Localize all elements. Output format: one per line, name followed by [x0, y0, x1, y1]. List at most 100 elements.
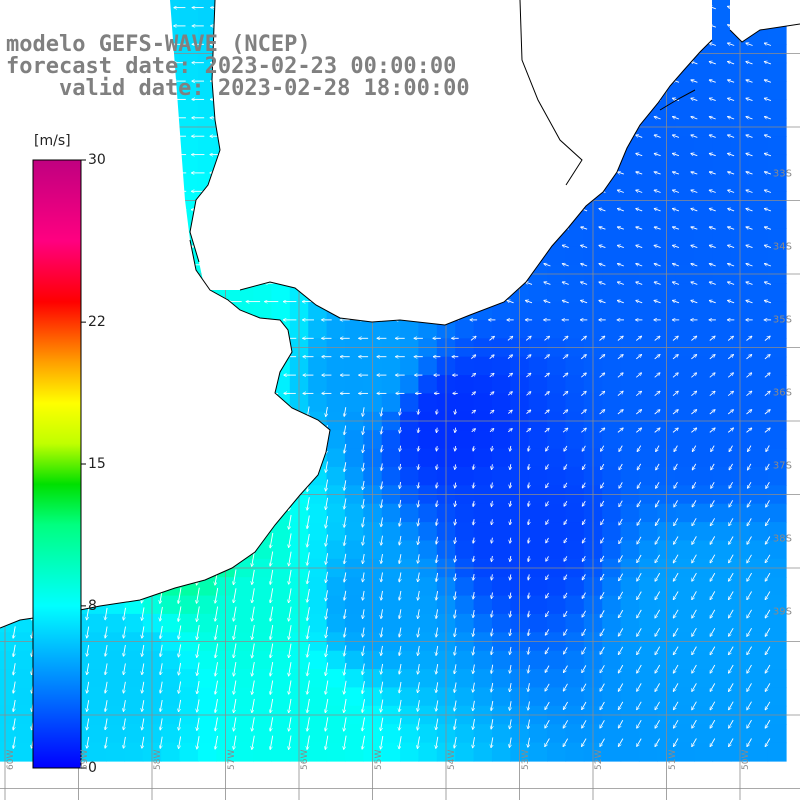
longitude-label: 54W — [447, 749, 457, 770]
wind-speed-cell — [400, 319, 420, 339]
wind-speed-cell — [400, 595, 420, 615]
wind-arrow — [746, 135, 753, 138]
wind-speed-cell — [712, 650, 732, 670]
wind-speed-cell — [271, 669, 291, 689]
wind-speed-cell — [712, 742, 732, 762]
wind-arrow — [544, 282, 551, 285]
wind-arrow — [728, 172, 735, 174]
wind-speed-cell — [381, 669, 401, 689]
wind-speed-cell — [749, 724, 769, 744]
wind-speed-cell — [491, 430, 511, 450]
wind-speed-cell — [547, 687, 567, 707]
wind-speed-cell — [308, 577, 328, 597]
wind-speed-cell — [694, 81, 714, 101]
wind-speed-cell — [124, 742, 144, 762]
wind-speed-cell — [179, 595, 199, 615]
wind-arrow — [672, 117, 680, 120]
wind-speed-cell — [675, 577, 695, 597]
wind-speed-cell — [620, 503, 640, 523]
wind-speed-cell — [381, 503, 401, 523]
colorbar-tick-label: 8 — [88, 597, 97, 614]
wind-speed-cell — [547, 522, 567, 542]
wind-speed-cell — [712, 356, 732, 376]
wind-speed-cell — [767, 375, 787, 395]
wind-speed-cell — [87, 650, 107, 670]
wind-speed-cell — [473, 540, 493, 560]
wind-speed-cell — [14, 650, 34, 670]
wind-speed-cell — [675, 466, 695, 486]
wind-arrow — [746, 172, 753, 175]
wind-speed-cell — [712, 430, 732, 450]
wind-speed-cell — [675, 301, 695, 321]
wind-arrow — [636, 153, 643, 155]
wind-speed-cell — [455, 466, 475, 486]
wind-arrow — [617, 190, 624, 193]
wind-speed-cell — [528, 319, 548, 339]
wind-arrow — [764, 135, 772, 138]
wind-arrow — [764, 62, 772, 65]
wind-speed-cell — [344, 742, 364, 762]
wind-speed-cell — [455, 522, 475, 542]
wind-speed-cell — [491, 301, 511, 321]
wind-speed-cell — [547, 742, 567, 762]
wind-speed-cell — [712, 448, 732, 468]
wind-speed-cell — [528, 742, 548, 762]
wind-speed-cell — [712, 466, 732, 486]
wind-speed-cell — [418, 375, 438, 395]
wind-speed-cell — [712, 522, 732, 542]
wind-speed-cell — [565, 356, 585, 376]
wind-speed-cell — [712, 0, 732, 9]
wind-speed-cell — [197, 154, 217, 174]
wind-speed-cell — [308, 319, 328, 339]
wind-speed-cell — [344, 595, 364, 615]
wind-speed-cell — [767, 613, 787, 633]
wind-speed-cell — [161, 595, 181, 615]
wind-speed-cell — [106, 613, 126, 633]
wind-speed-cell — [528, 687, 548, 707]
wind-arrow — [728, 80, 735, 83]
wind-speed-cell — [749, 687, 769, 707]
wind-speed-cell — [197, 687, 217, 707]
wind-speed-cell — [179, 0, 199, 9]
wind-speed-cell — [749, 503, 769, 523]
wind-speed-cell — [767, 742, 787, 762]
wind-speed-cell — [547, 375, 567, 395]
wind-speed-cell — [547, 613, 567, 633]
wind-speed-cell — [694, 99, 714, 119]
wind-arrow — [709, 172, 716, 174]
wind-arrow — [746, 80, 753, 83]
wind-speed-cell — [455, 540, 475, 560]
wind-speed-cell — [767, 301, 787, 321]
wind-speed-cell — [694, 301, 714, 321]
wind-speed-cell — [602, 375, 622, 395]
wind-speed-cell — [565, 724, 585, 744]
wind-speed-cell — [602, 669, 622, 689]
wind-speed-cell — [712, 503, 732, 523]
wind-speed-cell — [491, 687, 511, 707]
wind-speed-cell — [565, 742, 585, 762]
wind-speed-cell — [675, 430, 695, 450]
wind-speed-cell — [271, 540, 291, 560]
wind-speed-cell — [749, 172, 769, 192]
wind-speed-cell — [418, 319, 438, 339]
wind-speed-cell — [473, 319, 493, 339]
wind-speed-cell — [565, 283, 585, 303]
wind-arrow — [617, 227, 624, 229]
wind-speed-cell — [749, 375, 769, 395]
longitude-label: 58W — [153, 749, 163, 770]
wind-speed-cell — [620, 595, 640, 615]
wind-arrow — [581, 282, 588, 285]
wind-speed-cell — [491, 448, 511, 468]
wind-arrow — [691, 153, 698, 155]
wind-speed-cell — [547, 577, 567, 597]
wind-speed-cell — [638, 356, 658, 376]
wind-speed-cell — [749, 650, 769, 670]
wind-speed-cell — [712, 228, 732, 248]
wind-arrow — [672, 135, 680, 138]
wind-speed-cell — [528, 595, 548, 615]
wind-speed-cell — [161, 613, 181, 633]
wind-arrow — [672, 172, 680, 174]
wind-arrow — [746, 43, 753, 46]
wind-speed-cell — [418, 540, 438, 560]
wind-speed-cell — [381, 393, 401, 413]
